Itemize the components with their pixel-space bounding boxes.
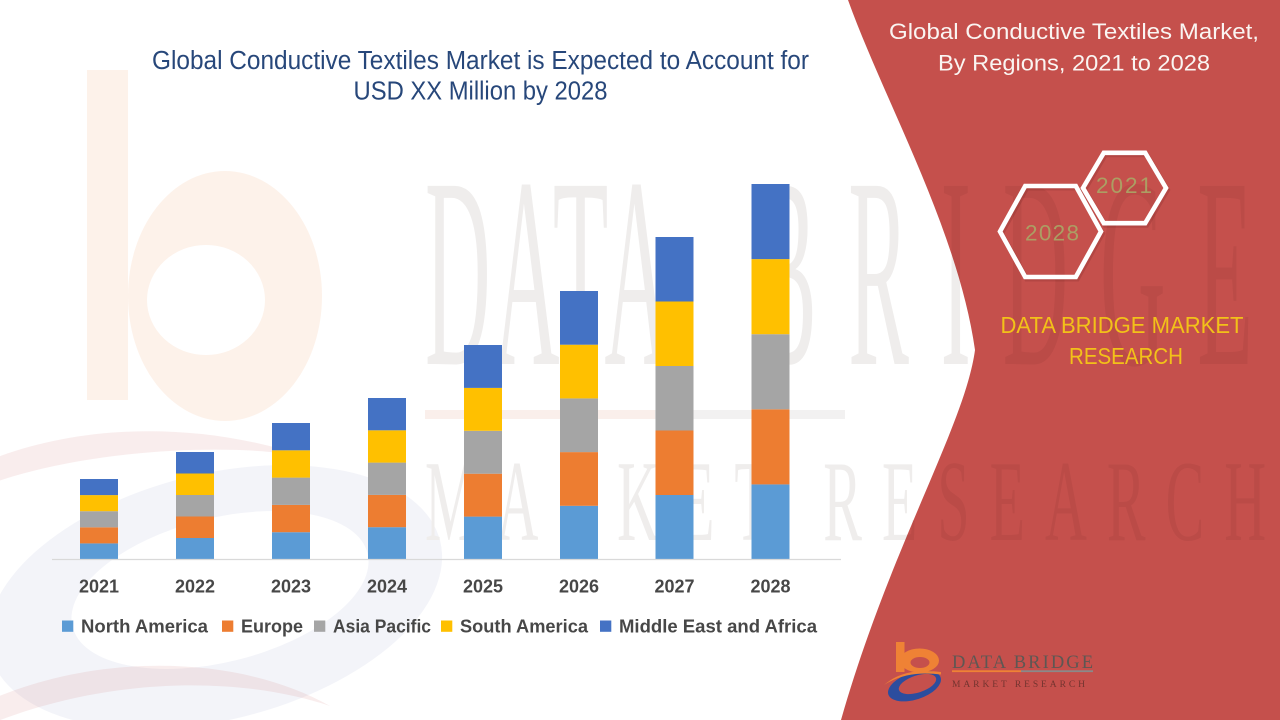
svg-text:North America: North America: [81, 617, 209, 637]
svg-text:By Regions, 2021 to 2028: By Regions, 2021 to 2028: [938, 51, 1210, 76]
svg-text:Europe: Europe: [241, 617, 303, 637]
svg-text:2028: 2028: [750, 577, 790, 597]
svg-text:Middle East and Africa: Middle East and Africa: [619, 617, 818, 637]
svg-text:2026: 2026: [559, 577, 599, 597]
svg-text:2027: 2027: [654, 577, 694, 597]
svg-text:DATA BRIDGE MARKET: DATA BRIDGE MARKET: [1001, 312, 1244, 338]
svg-text:2021: 2021: [1096, 173, 1152, 198]
svg-text:2022: 2022: [175, 577, 215, 597]
svg-text:2021: 2021: [79, 577, 119, 597]
svg-text:2025: 2025: [463, 577, 503, 597]
svg-text:Global Conductive Textiles Mar: Global Conductive Textiles Market,: [889, 19, 1259, 44]
svg-text:2028: 2028: [1025, 221, 1079, 246]
svg-text:USD XX Million by 2028: USD XX Million by 2028: [354, 76, 608, 106]
svg-text:South America: South America: [460, 617, 589, 637]
svg-text:2023: 2023: [271, 577, 311, 597]
svg-text:Asia Pacific: Asia Pacific: [333, 617, 431, 637]
svg-text:2024: 2024: [367, 577, 407, 597]
svg-text:DATA: DATA: [425, 121, 673, 423]
svg-text:DATA BRIDGE: DATA BRIDGE: [952, 653, 1093, 673]
svg-text:RESEARCH: RESEARCH: [1069, 343, 1183, 369]
svg-text:Global Conductive Textiles Mar: Global Conductive Textiles Market is Exp…: [152, 45, 809, 75]
svg-text:MARKET RESEARCH: MARKET RESEARCH: [952, 680, 1085, 690]
